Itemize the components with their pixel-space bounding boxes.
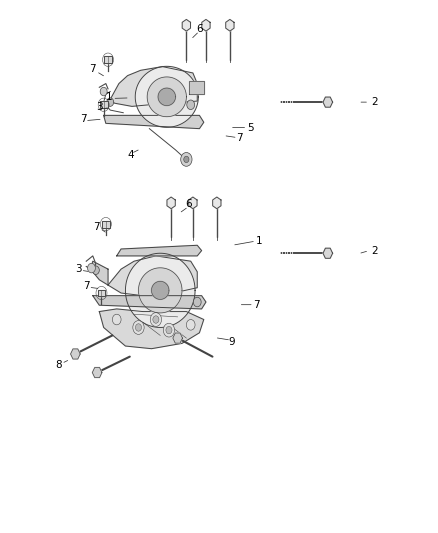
Polygon shape <box>188 81 204 94</box>
Text: 7: 7 <box>237 133 243 143</box>
Polygon shape <box>138 268 182 313</box>
Circle shape <box>150 313 162 326</box>
Text: 4: 4 <box>128 150 134 160</box>
Polygon shape <box>125 253 195 327</box>
Circle shape <box>88 263 95 273</box>
Text: 7: 7 <box>89 64 96 74</box>
Text: 2: 2 <box>371 246 378 256</box>
Text: 2: 2 <box>371 97 378 107</box>
Polygon shape <box>323 97 332 107</box>
Text: 7: 7 <box>93 222 99 232</box>
Polygon shape <box>213 197 221 209</box>
Text: 3: 3 <box>75 264 82 273</box>
Text: 6: 6 <box>185 199 192 209</box>
Circle shape <box>153 316 159 323</box>
Circle shape <box>187 100 194 110</box>
Text: 5: 5 <box>247 123 254 133</box>
Text: 7: 7 <box>253 300 260 310</box>
Polygon shape <box>202 19 210 31</box>
Circle shape <box>193 297 201 307</box>
Polygon shape <box>182 19 191 31</box>
Polygon shape <box>189 197 197 209</box>
Polygon shape <box>152 281 169 300</box>
Polygon shape <box>100 101 108 108</box>
Polygon shape <box>104 56 112 63</box>
Polygon shape <box>323 248 332 259</box>
Text: 3: 3 <box>96 102 102 112</box>
Circle shape <box>113 314 121 325</box>
Polygon shape <box>71 349 80 359</box>
Text: 6: 6 <box>196 24 203 34</box>
Polygon shape <box>108 256 197 296</box>
Circle shape <box>135 324 141 331</box>
Polygon shape <box>92 367 102 377</box>
Text: 7: 7 <box>80 114 87 124</box>
Polygon shape <box>147 77 186 117</box>
Circle shape <box>100 87 107 96</box>
Polygon shape <box>226 19 234 31</box>
Polygon shape <box>173 333 183 343</box>
Text: 9: 9 <box>229 337 235 347</box>
Polygon shape <box>158 88 176 106</box>
Circle shape <box>181 152 192 166</box>
Circle shape <box>186 319 195 330</box>
Polygon shape <box>135 66 198 127</box>
Polygon shape <box>167 197 175 209</box>
Text: 8: 8 <box>56 360 62 369</box>
Circle shape <box>107 98 114 107</box>
Circle shape <box>92 266 99 274</box>
Circle shape <box>184 156 189 163</box>
Polygon shape <box>102 221 110 228</box>
Text: 1: 1 <box>256 236 262 246</box>
Polygon shape <box>117 245 201 256</box>
Text: 7: 7 <box>83 280 90 290</box>
Circle shape <box>133 320 144 334</box>
Polygon shape <box>93 296 206 309</box>
Polygon shape <box>110 67 197 107</box>
Polygon shape <box>98 289 106 296</box>
Circle shape <box>163 323 175 337</box>
Polygon shape <box>91 261 108 285</box>
Circle shape <box>166 326 172 334</box>
Polygon shape <box>99 309 204 349</box>
Text: 1: 1 <box>106 92 113 102</box>
Polygon shape <box>104 115 204 128</box>
